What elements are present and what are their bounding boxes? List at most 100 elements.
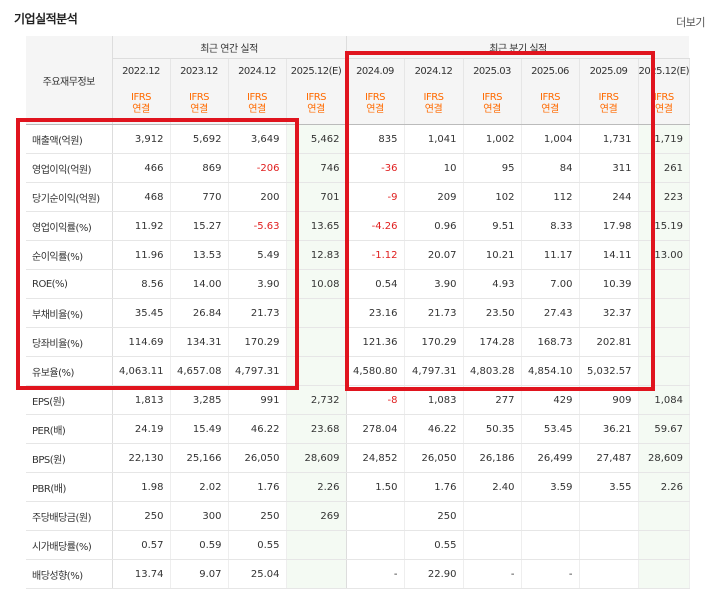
table-cell: 11.17 <box>521 240 580 270</box>
table-cell: 25,166 <box>170 443 229 473</box>
accounting-standard: IFRS 연결 <box>463 84 522 125</box>
table-cell: 22.90 <box>404 559 464 589</box>
table-cell <box>638 327 690 357</box>
table-cell: 0.55 <box>228 530 287 560</box>
table-cell: 9.51 <box>463 211 522 241</box>
std-ifrs-label: IFRS <box>247 92 268 103</box>
table-cell: 2.26 <box>638 472 690 502</box>
section-title: 기업실적분석 <box>14 12 78 26</box>
table-cell: 23.16 <box>346 298 405 328</box>
table-cell: 223 <box>638 182 690 212</box>
row-label: 영업이익(억원) <box>26 153 113 183</box>
table-cell: 1,813 <box>112 385 171 415</box>
more-link[interactable]: 더보기 <box>676 16 705 29</box>
row-label: 순이익률(%) <box>26 240 113 270</box>
table-cell: 8.56 <box>112 269 171 299</box>
table-cell: -1.12 <box>346 240 405 270</box>
accounting-standard: IFRS 연결 <box>579 84 639 125</box>
table-cell: 3.90 <box>228 269 287 299</box>
period-header: 2025.12(E) <box>286 58 347 84</box>
accounting-standard: IFRS 연결 <box>286 84 347 125</box>
table-row: EPS(원) 1,813 3,285 991 2,732 -8 1,083 277 429 909… <box>26 385 690 415</box>
table-cell: 46.22 <box>404 414 464 444</box>
table-cell: 22,130 <box>112 443 171 473</box>
table-cell: 991 <box>228 385 287 415</box>
row-label: 주당배당금(원) <box>26 501 113 531</box>
period-header: 2025.12(E) <box>638 58 690 84</box>
group-annual-header: 최근 연간 실적 <box>112 36 347 59</box>
accounting-standard: IFRS 연결 <box>170 84 229 125</box>
table-cell: 250 <box>228 501 287 531</box>
period-header: 2024.12 <box>404 58 464 84</box>
table-row: BPS(원) 22,130 25,166 26,050 28,609 24,852 26,0… <box>26 443 690 473</box>
table-cell: 4,803.28 <box>463 356 522 386</box>
table-row: 영업이익(억원) 466 869 -206 746 -36 10 95 84 311 261 <box>26 153 690 183</box>
table-cell <box>286 327 347 357</box>
table-row: ROE(%) 8.56 14.00 3.90 10.08 0.54 3.90 4.93 7.00… <box>26 269 690 299</box>
std-consolidated-label: 연결 <box>132 104 150 115</box>
table-cell: 134.31 <box>170 327 229 357</box>
table-cell: 269 <box>286 501 347 531</box>
table-cell: 84 <box>521 153 580 183</box>
row-label: 배당성향(%) <box>26 559 113 589</box>
table-cell: 770 <box>170 182 229 212</box>
table-cell: 5.49 <box>228 240 287 270</box>
table-cell: 0.55 <box>404 530 464 560</box>
accounting-standard: IFRS 연결 <box>228 84 287 125</box>
table-cell: 12.83 <box>286 240 347 270</box>
table-cell: 5,462 <box>286 124 347 154</box>
table-cell <box>638 356 690 386</box>
std-ifrs-label: IFRS <box>423 92 445 103</box>
table-cell: 24,852 <box>346 443 405 473</box>
table-cell: 1,084 <box>638 385 690 415</box>
table-cell: 3,649 <box>228 124 287 154</box>
table-cell: 4,580.80 <box>346 356 405 386</box>
row-label: 당기순이익(억원) <box>26 182 113 212</box>
table-cell: 21.73 <box>404 298 464 328</box>
std-consolidated-label: 연결 <box>599 104 618 115</box>
std-ifrs-label: IFRS <box>131 92 152 103</box>
period-header: 2022.12 <box>112 58 171 84</box>
std-consolidated-label: 연결 <box>483 104 501 115</box>
table-cell: 174.28 <box>463 327 522 357</box>
table-cell: 4,657.08 <box>170 356 229 386</box>
table-cell: 1,004 <box>521 124 580 154</box>
std-ifrs-label: IFRS <box>598 92 620 103</box>
table-cell: 835 <box>346 124 405 154</box>
table-cell: 5,692 <box>170 124 229 154</box>
table-cell <box>286 530 347 560</box>
label-header: 주요재무정보 <box>26 36 113 125</box>
table-cell: 15.49 <box>170 414 229 444</box>
table-cell: 1,731 <box>579 124 639 154</box>
table-cell: 250 <box>112 501 171 531</box>
table-cell: 112 <box>521 182 580 212</box>
std-consolidated-label: 연결 <box>655 104 673 115</box>
period-header: 2024.09 <box>346 58 405 84</box>
table-cell: 10.39 <box>579 269 639 299</box>
table-cell: 23.50 <box>463 298 522 328</box>
row-label: PBR(배) <box>26 472 113 502</box>
table-row: 배당성향(%) 13.74 9.07 25.04-22.90- - <box>26 559 690 589</box>
std-ifrs-label: IFRS <box>540 92 561 103</box>
table-cell: 26,050 <box>228 443 287 473</box>
table-cell: 26,050 <box>404 443 464 473</box>
table-cell: - <box>463 559 522 589</box>
table-cell: 1,041 <box>404 124 464 154</box>
period-header: 2025.06 <box>521 58 580 84</box>
table-row: 유보율(%) 4,063.11 4,657.08 4,797.31 4,580.80 4,… <box>26 356 690 386</box>
table-cell: 7.00 <box>521 269 580 299</box>
table-cell: 311 <box>579 153 639 183</box>
table-cell: 1.76 <box>228 472 287 502</box>
table-cell: 261 <box>638 153 690 183</box>
table-cell: 0.96 <box>404 211 464 241</box>
table-cell <box>579 530 639 560</box>
table-cell: 869 <box>170 153 229 183</box>
table-cell: 202.81 <box>579 327 639 357</box>
table-cell <box>286 298 347 328</box>
table-cell: 50.35 <box>463 414 522 444</box>
table-cell <box>521 530 580 560</box>
table-cell: 27,487 <box>579 443 639 473</box>
table-cell: -5.63 <box>228 211 287 241</box>
accounting-standard: IFRS 연결 <box>521 84 580 125</box>
table-cell <box>638 559 690 589</box>
